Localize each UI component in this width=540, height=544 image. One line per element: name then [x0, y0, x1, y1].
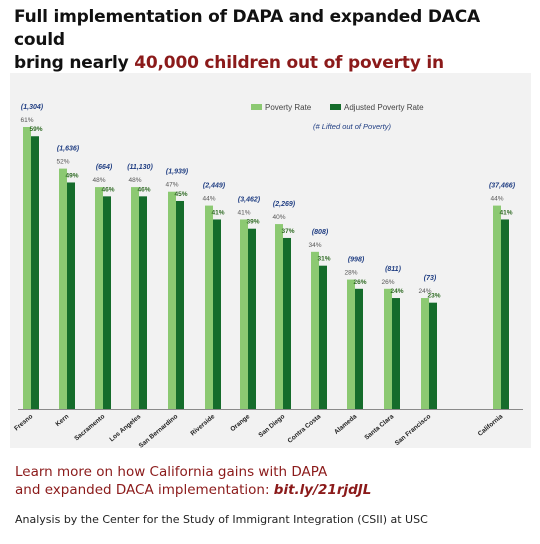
- data-label-adjusted-rate-sacramento: 46%: [101, 186, 114, 193]
- lifted-out-count-alameda: (998): [348, 257, 365, 264]
- category-label-san-diego: San Diego: [257, 413, 286, 439]
- chart-panel: 61% 59% (1,304) Fresno 52% 49% (1,636) Kern 48% 4…: [10, 73, 531, 448]
- data-label-adjusted-rate-california: 41%: [499, 209, 512, 216]
- bar-poverty-rate-orange: [240, 219, 248, 409]
- data-label-adjusted-rate-riverside: 41%: [211, 209, 224, 216]
- bar-adjusted-poverty-rate-california: [501, 219, 509, 409]
- data-label-adjusted-rate-san-diego: 37%: [281, 228, 294, 235]
- bar-adjusted-poverty-rate-san-francisco: [429, 302, 437, 409]
- category-label-riverside: Riverside: [189, 413, 216, 437]
- data-label-poverty-rate-los-angeles: 48%: [128, 177, 141, 184]
- category-label-fresno: Fresno: [13, 413, 34, 432]
- bar-adjusted-poverty-rate-kern: [67, 182, 75, 409]
- data-label-adjusted-rate-fresno: 59%: [29, 126, 42, 133]
- lifted-out-count-san-francisco: (73): [424, 275, 437, 282]
- headline-line-1: Full implementation of DAPA and expanded…: [14, 7, 480, 50]
- category-label-alameda: Alameda: [333, 413, 359, 436]
- learn-more-text: Learn more on how California gains with …: [15, 463, 530, 499]
- data-label-poverty-rate-san-bernardino: 47%: [165, 182, 178, 189]
- data-label-poverty-rate-kern: 52%: [56, 159, 69, 166]
- poverty-bar-chart: 61% 59% (1,304) Fresno 52% 49% (1,636) Kern 48% 4…: [13, 103, 523, 448]
- lifted-out-count-los-angeles: (11,130): [127, 164, 153, 171]
- bar-poverty-rate-alameda: [347, 279, 355, 409]
- data-label-adjusted-rate-los-angeles: 46%: [137, 186, 150, 193]
- legend-note-lifted-out: (# Lifted out of Poverty): [313, 122, 391, 131]
- data-label-poverty-rate-california: 44%: [490, 196, 503, 203]
- category-label-kern: Kern: [54, 413, 70, 428]
- bar-adjusted-poverty-rate-sacramento: [103, 196, 111, 409]
- category-label-santa-clara: Santa Clara: [363, 413, 395, 442]
- bar-poverty-rate-kern: [59, 168, 67, 409]
- data-label-poverty-rate-riverside: 44%: [202, 196, 215, 203]
- data-label-poverty-rate-san-francisco: 24%: [418, 288, 431, 295]
- data-label-adjusted-rate-orange: 39%: [246, 219, 259, 226]
- lifted-out-count-sacramento: (664): [96, 164, 113, 171]
- data-label-adjusted-rate-alameda: 26%: [353, 279, 366, 286]
- learn-more-link[interactable]: bit.ly/21rjdJL: [273, 482, 372, 498]
- data-label-poverty-rate-san-diego: 40%: [272, 214, 285, 221]
- category-label-sacramento: Sacramento: [73, 413, 106, 442]
- category-label-san-bernardino: San Bernardino: [138, 413, 180, 448]
- learn-more-line-1: Learn more on how California gains with …: [15, 464, 328, 480]
- bar-adjusted-poverty-rate-santa-clara: [392, 298, 400, 409]
- bar-adjusted-poverty-rate-san-diego: [283, 237, 291, 409]
- bar-adjusted-poverty-rate-fresno: [31, 136, 39, 409]
- data-label-adjusted-rate-kern: 49%: [65, 172, 78, 179]
- bar-poverty-rate-california: [493, 205, 501, 409]
- data-label-adjusted-rate-san-francisco: 23%: [427, 293, 440, 300]
- lifted-out-count-san-diego: (2,269): [273, 201, 296, 208]
- bar-poverty-rate-riverside: [205, 205, 213, 409]
- bar-poverty-rate-sacramento: [95, 187, 103, 409]
- data-label-poverty-rate-fresno: 61%: [20, 117, 33, 124]
- lifted-out-count-fresno: (1,304): [21, 104, 44, 111]
- data-label-adjusted-rate-contra-costa: 31%: [317, 256, 330, 263]
- bar-poverty-rate-san-diego: [275, 224, 283, 409]
- data-label-poverty-rate-alameda: 28%: [344, 270, 357, 277]
- bar-adjusted-poverty-rate-los-angeles: [139, 196, 147, 409]
- lifted-out-count-orange: (3,462): [238, 196, 261, 203]
- bar-adjusted-poverty-rate-alameda: [355, 288, 363, 409]
- headline-line-2-prefix: bring nearly: [14, 53, 135, 73]
- lifted-out-count-riverside: (2,449): [203, 183, 226, 190]
- lifted-out-count-contra-costa: (808): [312, 229, 329, 236]
- legend-label-adjusted-poverty-rate: Adjusted Poverty Rate: [344, 103, 424, 112]
- bar-adjusted-poverty-rate-orange: [248, 228, 256, 409]
- legend-swatch-poverty-rate: [251, 104, 262, 110]
- lifted-out-count-san-bernardino: (1,939): [166, 169, 189, 176]
- data-label-adjusted-rate-santa-clara: 24%: [390, 288, 403, 295]
- data-label-poverty-rate-sacramento: 48%: [92, 177, 105, 184]
- bar-adjusted-poverty-rate-riverside: [213, 219, 221, 409]
- bar-poverty-rate-santa-clara: [384, 288, 392, 409]
- bar-poverty-rate-contra-costa: [311, 251, 319, 409]
- bar-adjusted-poverty-rate-contra-costa: [319, 265, 327, 409]
- chart-headline: Full implementation of DAPA and expanded…: [14, 6, 529, 98]
- category-label-california: California: [477, 413, 505, 438]
- legend-swatch-adjusted-poverty-rate: [330, 104, 341, 110]
- category-label-orange: Orange: [229, 413, 251, 433]
- category-label-los-angeles: Los Angeles: [108, 413, 142, 443]
- legend-label-poverty-rate: Poverty Rate: [265, 103, 312, 112]
- lifted-out-count-kern: (1,636): [57, 146, 80, 153]
- lifted-out-count-santa-clara: (811): [385, 266, 401, 273]
- bar-poverty-rate-san-bernardino: [168, 191, 176, 409]
- lifted-out-count-california: (37,466): [489, 183, 516, 190]
- bar-poverty-rate-fresno: [23, 127, 31, 409]
- data-label-poverty-rate-santa-clara: 26%: [381, 279, 394, 286]
- data-label-adjusted-rate-san-bernardino: 45%: [174, 191, 187, 198]
- learn-more-line-2: and expanded DACA implementation: bit.ly…: [15, 481, 530, 499]
- category-label-contra-costa: Contra Costa: [287, 413, 323, 445]
- category-label-san-francisco: San Francisco: [394, 413, 433, 447]
- bar-poverty-rate-san-francisco: [421, 298, 429, 409]
- bar-adjusted-poverty-rate-san-bernardino: [176, 200, 184, 409]
- data-label-poverty-rate-orange: 41%: [237, 209, 250, 216]
- bar-poverty-rate-los-angeles: [131, 187, 139, 409]
- learn-more-line-2-prefix: and expanded DACA implementation:: [15, 482, 274, 498]
- analysis-credit: Analysis by the Center for the Study of …: [15, 513, 428, 526]
- data-label-poverty-rate-contra-costa: 34%: [308, 242, 321, 249]
